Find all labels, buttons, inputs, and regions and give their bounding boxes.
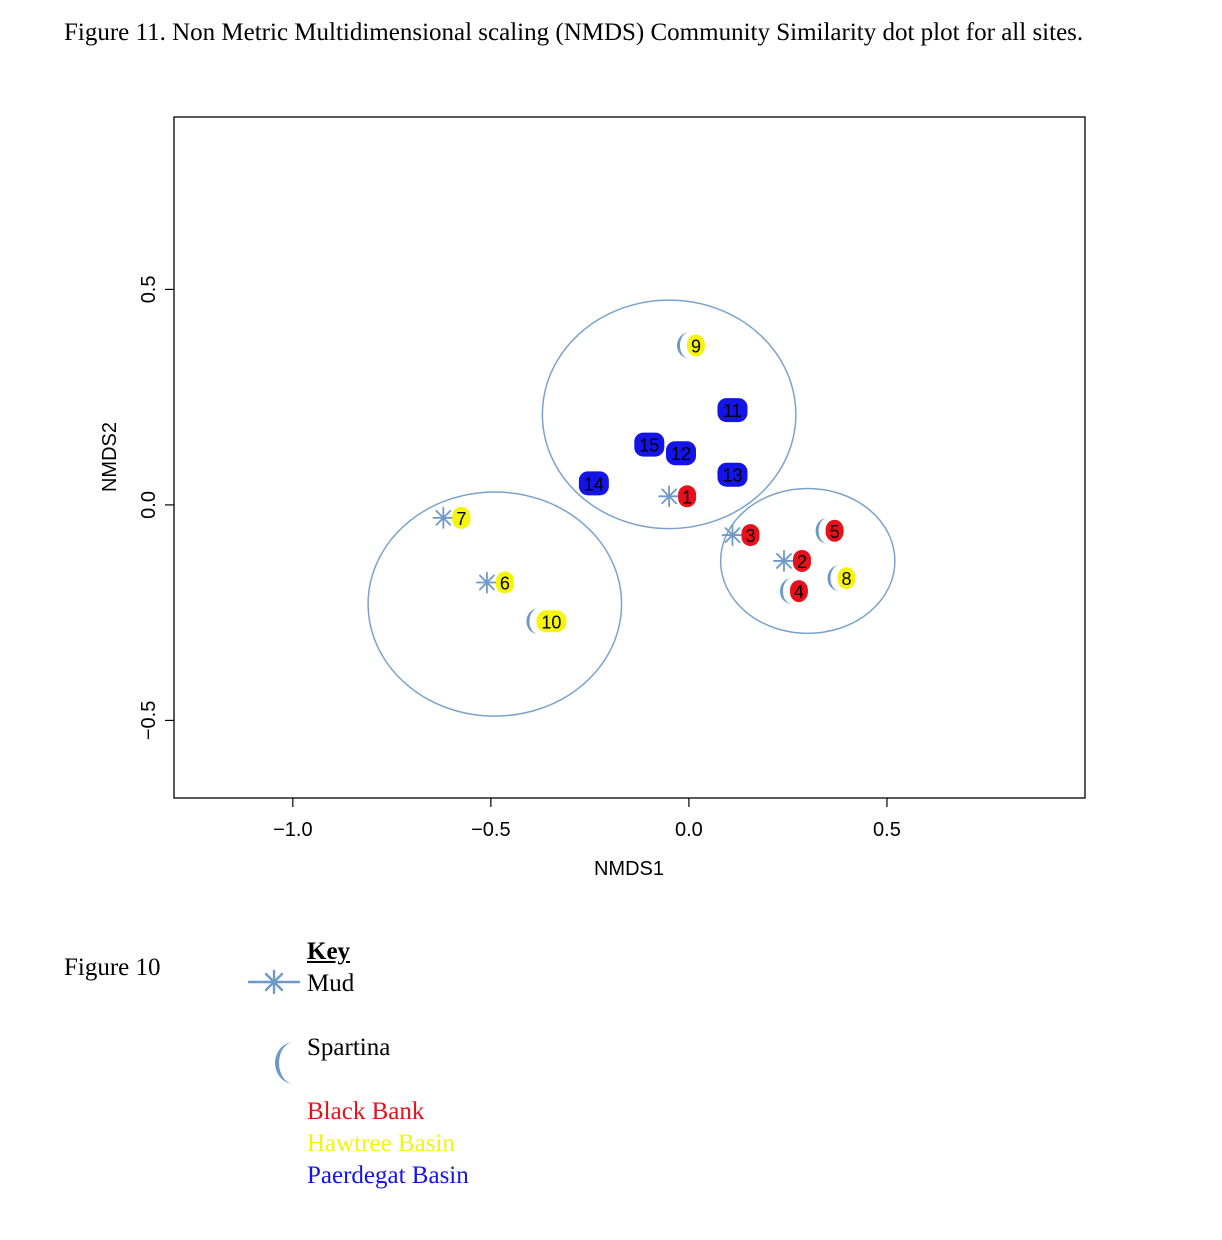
y-tick-label: −0.5 bbox=[138, 701, 160, 740]
site-badge bbox=[686, 334, 705, 357]
site-badge bbox=[792, 549, 811, 572]
key-spartina-label: Spartina bbox=[307, 1034, 391, 1061]
mud-marker bbox=[721, 524, 744, 546]
cluster-circle-3 bbox=[719, 487, 896, 635]
site-badge bbox=[578, 471, 609, 496]
cluster-circle-2 bbox=[541, 299, 797, 530]
spartina-marker bbox=[815, 517, 828, 544]
point-label: 9 bbox=[691, 336, 701, 356]
data-point-12: 12 bbox=[665, 441, 696, 466]
data-point-2: 2 bbox=[773, 549, 811, 572]
spartina-marker bbox=[827, 565, 840, 592]
point-label: 10 bbox=[541, 612, 561, 632]
data-point-5: 5 bbox=[815, 517, 844, 544]
x-tick-label: 0.0 bbox=[675, 819, 703, 841]
data-point-11: 11 bbox=[717, 398, 748, 423]
nmds-scatter-chart: −1.0 −0.5 0.0 0.5−0.50.00.5 123456789101112… bbox=[99, 116, 1086, 880]
point-label: 11 bbox=[723, 401, 742, 421]
point-label: 15 bbox=[639, 436, 659, 456]
data-point-14: 14 bbox=[578, 471, 609, 496]
mud-marker bbox=[476, 571, 498, 594]
point-label: 3 bbox=[745, 526, 755, 546]
site-badge bbox=[825, 519, 844, 542]
data-point-9: 9 bbox=[676, 332, 705, 359]
data-point-4: 4 bbox=[779, 578, 808, 605]
spartina-marker bbox=[676, 332, 689, 359]
crescent-icon bbox=[275, 1042, 294, 1084]
mud-marker bbox=[773, 550, 795, 572]
key-hawtree-basin-label: Hawtree Basin bbox=[307, 1130, 455, 1157]
key-black-bank-label: Black Bank bbox=[307, 1098, 425, 1125]
spartina-marker bbox=[779, 578, 792, 605]
site-badge bbox=[717, 462, 748, 487]
site-badge bbox=[665, 441, 696, 466]
site-badge bbox=[678, 485, 697, 508]
x-tick-label: 0.5 bbox=[873, 819, 901, 841]
site-badge bbox=[634, 432, 665, 457]
x-axis-label: NMDS1 bbox=[594, 858, 664, 880]
point-label: 1 bbox=[682, 487, 692, 507]
x-tick-label: −0.5 bbox=[471, 819, 510, 841]
data-point-1: 1 bbox=[658, 485, 697, 508]
point-label: 13 bbox=[722, 466, 742, 486]
y-tick-label: 0.5 bbox=[138, 275, 160, 303]
x-tick-label: −1.0 bbox=[273, 819, 312, 841]
figure-10-label: Figure 10 bbox=[64, 954, 161, 981]
data-point-8: 8 bbox=[827, 565, 856, 592]
point-label: 8 bbox=[841, 569, 851, 589]
mud-marker bbox=[432, 506, 455, 529]
point-label: 7 bbox=[456, 509, 466, 529]
site-badge bbox=[837, 567, 856, 590]
point-label: 5 bbox=[830, 522, 840, 542]
cluster-circle-1 bbox=[367, 491, 623, 717]
point-label: 14 bbox=[584, 474, 604, 494]
key-paerdegat-basin-label: Paerdegat Basin bbox=[307, 1162, 469, 1189]
point-label: 2 bbox=[797, 552, 807, 572]
site-badge bbox=[452, 506, 471, 529]
data-point-7: 7 bbox=[432, 506, 471, 529]
spartina-marker bbox=[526, 608, 539, 635]
y-tick-label: 0.0 bbox=[138, 491, 160, 519]
point-label: 6 bbox=[500, 573, 510, 593]
data-point-15: 15 bbox=[634, 432, 665, 457]
key-mud-label: Mud bbox=[307, 970, 355, 997]
key-title: Key bbox=[307, 938, 351, 965]
mud-marker bbox=[658, 485, 681, 508]
data-point-6: 6 bbox=[476, 571, 514, 594]
site-badge bbox=[717, 398, 748, 423]
axes: −1.0 −0.5 0.0 0.5 −0.5 0.0 0.5 bbox=[138, 275, 901, 841]
figure-caption: Figure 11. Non Metric Multidimensional s… bbox=[64, 19, 1084, 46]
y-axis-label: NMDS2 bbox=[99, 422, 121, 492]
point-label: 12 bbox=[671, 444, 691, 464]
point-label: 4 bbox=[794, 582, 804, 602]
site-badge bbox=[495, 571, 514, 594]
site-badge bbox=[536, 610, 567, 633]
data-point-13: 13 bbox=[717, 462, 748, 487]
data-point-10: 10 bbox=[526, 608, 567, 635]
site-badge bbox=[789, 580, 808, 603]
cluster-circles bbox=[367, 299, 896, 717]
site-badge bbox=[741, 524, 760, 547]
asterisk-icon bbox=[247, 969, 301, 995]
data-point-3: 3 bbox=[721, 524, 760, 547]
plot-frame bbox=[173, 116, 1086, 799]
